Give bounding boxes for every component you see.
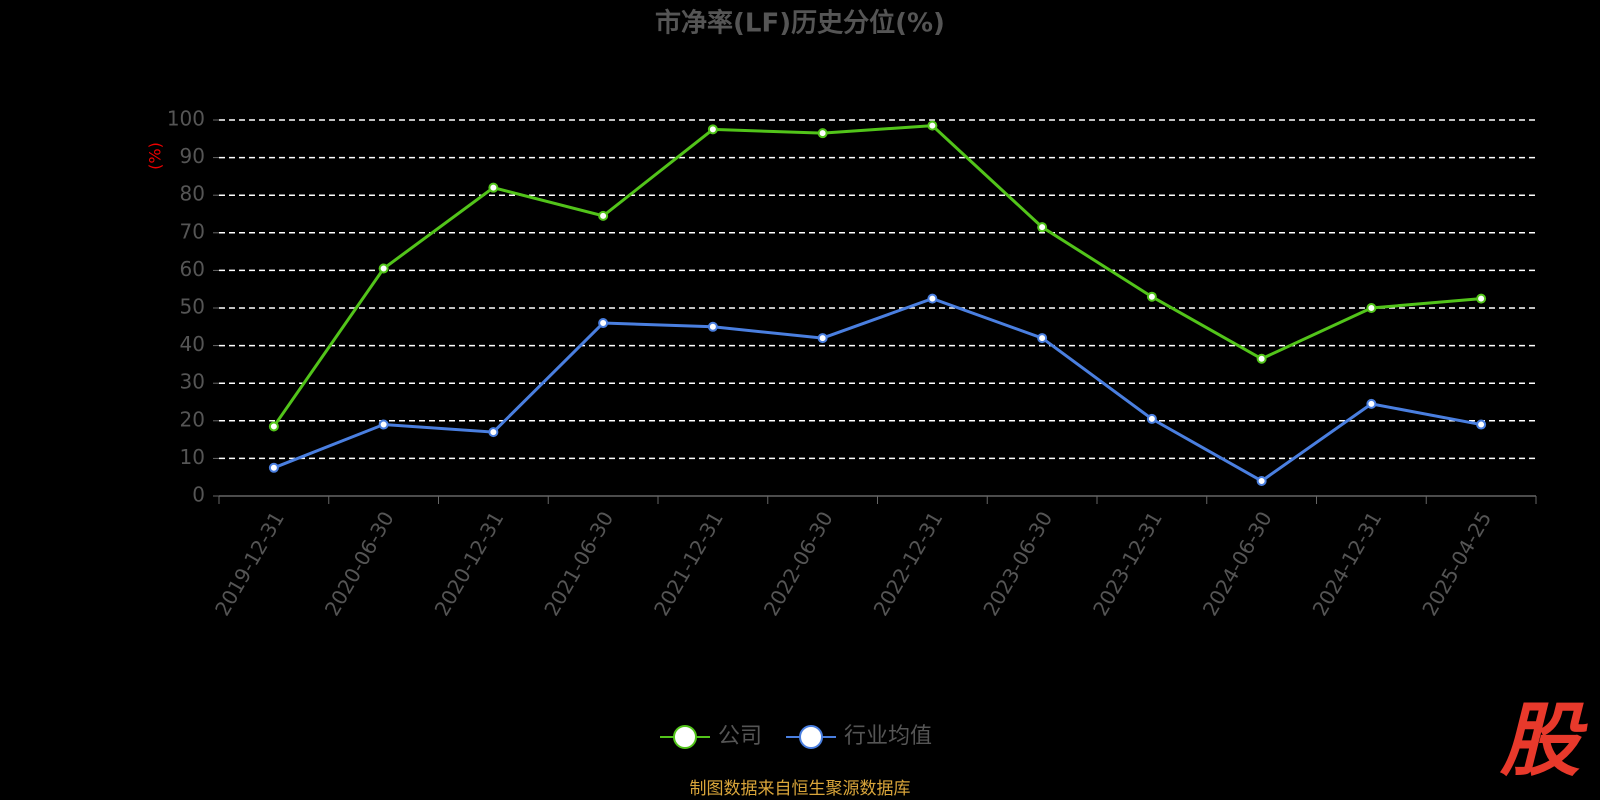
data-point bbox=[1146, 413, 1157, 424]
data-point bbox=[1256, 353, 1267, 364]
data-point bbox=[707, 321, 718, 332]
data-point bbox=[1366, 398, 1377, 409]
source-note: 制图数据来自恒生聚源数据库 bbox=[690, 779, 911, 799]
y-tick-label: 50 bbox=[180, 295, 205, 319]
logo: 股 bbox=[1499, 694, 1588, 787]
data-point bbox=[598, 210, 609, 221]
data-point bbox=[1366, 303, 1377, 313]
data-point bbox=[817, 333, 828, 344]
data-point bbox=[1037, 222, 1048, 233]
y-tick-label: 90 bbox=[180, 144, 205, 168]
y-tick-label: 0 bbox=[192, 483, 205, 507]
data-point bbox=[1256, 475, 1267, 486]
legend-marker bbox=[799, 725, 824, 749]
data-point bbox=[378, 419, 389, 430]
legend-item[interactable]: 行业均值 bbox=[786, 724, 932, 749]
y-tick-label: 80 bbox=[180, 182, 205, 206]
series-line bbox=[272, 124, 1482, 428]
y-tick-label: 30 bbox=[180, 370, 205, 394]
y-tick-label: 100 bbox=[167, 107, 205, 131]
data-point bbox=[268, 421, 279, 432]
data-point bbox=[927, 293, 938, 304]
data-point bbox=[598, 318, 609, 329]
y-tick-label: 20 bbox=[180, 407, 205, 431]
y-axis-label: (%) bbox=[146, 142, 165, 170]
y-tick-label: 40 bbox=[180, 332, 205, 356]
series-line bbox=[273, 297, 1482, 483]
data-point bbox=[268, 462, 279, 473]
legend-marker bbox=[673, 725, 697, 749]
y-tick-label: 10 bbox=[180, 445, 205, 469]
data-point bbox=[1037, 333, 1048, 344]
data-point bbox=[378, 263, 389, 274]
legend-item[interactable]: 公司 bbox=[660, 724, 762, 749]
data-point bbox=[817, 128, 828, 139]
data-point bbox=[1146, 291, 1157, 302]
data-point bbox=[488, 182, 499, 193]
data-point bbox=[927, 120, 938, 131]
legend-label: 行业均值 bbox=[844, 724, 932, 749]
data-point bbox=[1476, 293, 1487, 304]
y-tick-label: 60 bbox=[180, 257, 205, 281]
y-tick-label: 70 bbox=[180, 219, 205, 243]
data-point bbox=[1476, 419, 1487, 430]
chart-title: 市净率(LF)历史分位(%) bbox=[655, 8, 945, 39]
data-point bbox=[488, 427, 499, 438]
legend-label: 公司 bbox=[718, 724, 762, 749]
data-point bbox=[707, 124, 718, 135]
